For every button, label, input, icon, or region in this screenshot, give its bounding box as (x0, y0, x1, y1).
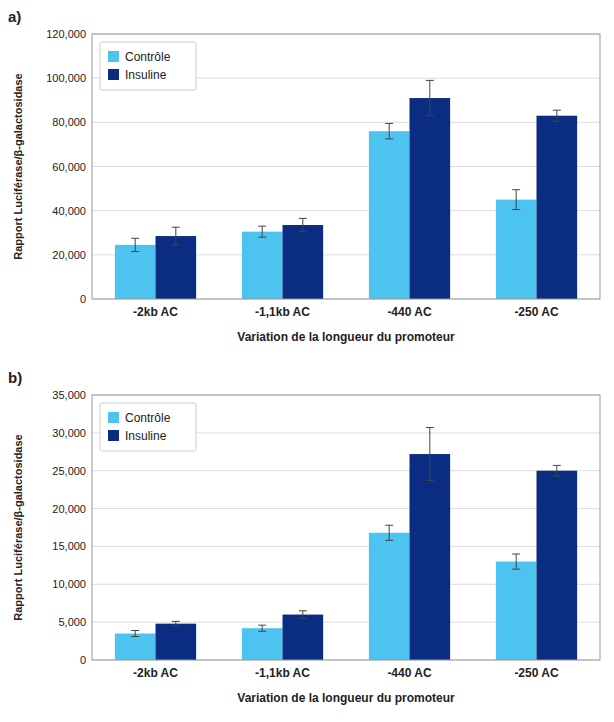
bar (242, 628, 283, 660)
plot-frame (92, 34, 600, 299)
error-bar (385, 123, 393, 138)
y-tick-label: 0 (80, 654, 86, 666)
bar (115, 634, 156, 661)
y-tick-label: 60,000 (52, 161, 86, 173)
legend-entry: Contrôle (125, 50, 171, 64)
x-axis-label: Variation de la longueur du promoteur (237, 691, 455, 705)
x-tick-label: -250 AC (514, 666, 559, 680)
bar (283, 615, 324, 660)
x-tick-label: -440 AC (387, 666, 432, 680)
legend-entry: Insuline (125, 68, 167, 82)
error-bar (299, 218, 307, 231)
marks (115, 80, 577, 299)
panel: a) 0 20,000 40,000 60,000 80,000 100,000 120,00… (8, 8, 600, 344)
error-bar (385, 525, 393, 540)
marks (115, 428, 577, 660)
error-bar (426, 80, 434, 115)
error-bar (172, 621, 180, 626)
y-axis-label: Rapport Luciférase/β-galactosidase (12, 434, 24, 620)
error-bar (131, 238, 139, 251)
error-bar (258, 226, 266, 237)
error-bar (512, 554, 520, 569)
error-bar (553, 465, 561, 476)
y-tick-label: 10,000 (52, 578, 86, 590)
legend: Contrôle Insuline (100, 403, 196, 451)
legend-swatch (108, 430, 119, 441)
panel: b) 0 5,000 10,000 15,000 20,000 25,000 30,000 35… (8, 369, 600, 705)
bar (156, 236, 197, 299)
panel-label: a) (8, 8, 21, 25)
x-tick-label: -2kb AC (133, 305, 178, 319)
plot-frame (92, 395, 600, 660)
grid-line (92, 166, 600, 167)
error-bar (299, 611, 307, 619)
legend-entry: Contrôle (125, 411, 171, 425)
x-tick-label: -440 AC (387, 305, 432, 319)
bar (115, 245, 156, 299)
y-tick-label: 100,000 (46, 72, 86, 84)
y-tick-label: 25,000 (52, 465, 86, 477)
bar (537, 471, 578, 660)
panel-label: b) (8, 369, 22, 386)
bar (369, 131, 410, 299)
x-tick-label: -1,1kb AC (255, 666, 310, 680)
y-axis-label: Rapport Luciférase/β-galactosidase (12, 73, 24, 259)
grid-line (92, 470, 600, 471)
legend: Contrôle Insuline (100, 42, 196, 90)
y-tick-label: 120,000 (46, 28, 86, 40)
legend-entry: Insuline (125, 429, 167, 443)
y-tick-label: 20,000 (52, 503, 86, 515)
x-tick-label: -250 AC (514, 305, 559, 319)
legend-box (100, 42, 196, 90)
y-tick-label: 5,000 (58, 616, 86, 628)
error-bar (131, 630, 139, 636)
y-tick-label: 40,000 (52, 205, 86, 217)
bar (410, 454, 451, 660)
figure: a) 0 20,000 40,000 60,000 80,000 100,000 120,00… (0, 0, 614, 722)
grid-line (92, 122, 600, 123)
error-bar (172, 227, 180, 245)
plot-area (92, 395, 600, 660)
bar (537, 116, 578, 299)
error-bar (258, 625, 266, 631)
error-bar (512, 190, 520, 210)
legend-swatch (108, 69, 119, 80)
bar (369, 533, 410, 660)
legend-box (100, 403, 196, 451)
plot-area (92, 34, 600, 299)
y-tick-label: 0 (80, 293, 86, 305)
bar (496, 562, 537, 660)
x-tick-label: -2kb AC (133, 666, 178, 680)
x-tick-label: -1,1kb AC (255, 305, 310, 319)
y-tick-label: 20,000 (52, 249, 86, 261)
x-axis-label: Variation de la longueur du promoteur (237, 330, 455, 344)
bar (283, 225, 324, 299)
bar (242, 232, 283, 299)
y-tick-label: 15,000 (52, 540, 86, 552)
legend-swatch (108, 51, 119, 62)
legend-swatch (108, 412, 119, 423)
bar (410, 98, 451, 299)
error-bar (553, 110, 561, 121)
error-bar (426, 428, 434, 481)
grid-line (92, 546, 600, 547)
y-tick-label: 30,000 (52, 427, 86, 439)
y-tick-label: 35,000 (52, 389, 86, 401)
bar (156, 624, 197, 660)
grid-line (92, 508, 600, 509)
bar (496, 200, 537, 299)
y-tick-label: 80,000 (52, 116, 86, 128)
